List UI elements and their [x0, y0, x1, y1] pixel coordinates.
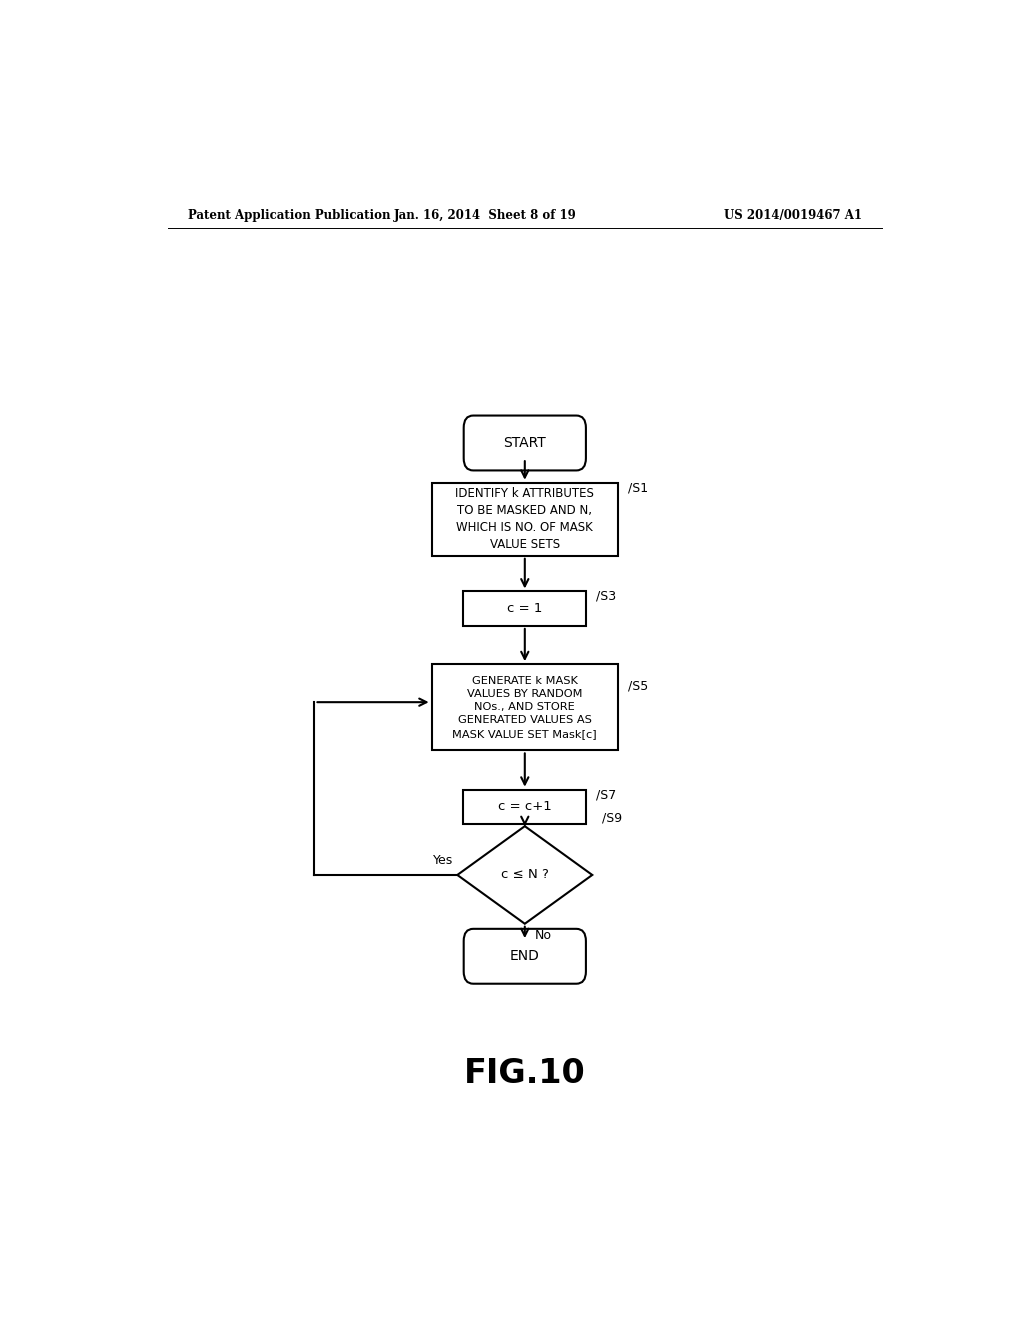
Text: c = 1: c = 1	[507, 602, 543, 615]
Text: US 2014/0019467 A1: US 2014/0019467 A1	[724, 209, 862, 222]
Text: Yes: Yes	[433, 854, 454, 867]
Text: IDENTIFY k ATTRIBUTES
TO BE MASKED AND N,
WHICH IS NO. OF MASK
VALUE SETS: IDENTIFY k ATTRIBUTES TO BE MASKED AND N…	[456, 487, 594, 552]
Text: /S3: /S3	[596, 590, 616, 603]
Polygon shape	[458, 826, 592, 924]
Text: No: No	[536, 929, 552, 942]
Text: /S7: /S7	[596, 788, 616, 801]
Text: FIG.10: FIG.10	[464, 1056, 586, 1090]
Text: c ≤ N ?: c ≤ N ?	[501, 869, 549, 882]
Text: Jan. 16, 2014  Sheet 8 of 19: Jan. 16, 2014 Sheet 8 of 19	[394, 209, 577, 222]
Text: Patent Application Publication: Patent Application Publication	[187, 209, 390, 222]
Text: c = c+1: c = c+1	[498, 800, 552, 813]
FancyBboxPatch shape	[464, 929, 586, 983]
Text: /S9: /S9	[602, 812, 622, 825]
Text: START: START	[504, 436, 546, 450]
Text: /S5: /S5	[628, 680, 648, 692]
Text: END: END	[510, 949, 540, 964]
Text: /S1: /S1	[628, 482, 648, 494]
Bar	[463, 591, 587, 626]
Bar	[431, 483, 618, 556]
Bar	[463, 789, 587, 824]
Text: GENERATE k MASK
VALUES BY RANDOM
NOs., AND STORE
GENERATED VALUES AS
MASK VALUE : GENERATE k MASK VALUES BY RANDOM NOs., A…	[453, 676, 597, 739]
Bar	[431, 664, 618, 751]
FancyBboxPatch shape	[464, 416, 586, 470]
